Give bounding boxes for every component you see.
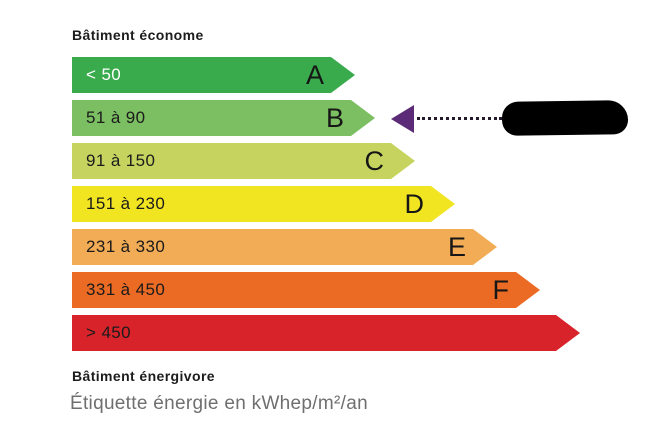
band-letter: F (492, 275, 509, 305)
band-row-c: 91 à 150 C (72, 143, 415, 179)
caption: Étiquette énergie en kWhep/m²/an (70, 393, 368, 414)
band-range: < 50 (86, 65, 122, 84)
band-row-b: 51 à 90 B (72, 100, 375, 136)
band-letter: D (404, 189, 424, 219)
band-row-f: 331 à 450 F (72, 272, 540, 308)
rating-arrow-icon (391, 105, 414, 133)
band-range: 231 à 330 (86, 237, 166, 256)
energy-hungry-building-label: Bâtiment énergivore (72, 368, 215, 384)
band-range: 51 à 90 (86, 108, 146, 127)
band-row-g: > 450 (72, 315, 580, 351)
band-row-e: 231 à 330 E (72, 229, 497, 265)
band-range: > 450 (86, 323, 132, 342)
redacted-value (501, 100, 629, 136)
dotted-connector-line (417, 117, 502, 120)
band-range: 151 à 230 (86, 194, 166, 213)
economical-building-label: Bâtiment économe (72, 27, 204, 43)
band-letter: B (325, 103, 344, 133)
band-row-d: 151 à 230 D (72, 186, 455, 222)
band-letter: E (447, 232, 466, 262)
rating-marker (390, 100, 635, 139)
band-range: 91 à 150 (86, 151, 156, 170)
band-letter: A (305, 60, 324, 90)
band-range: 331 à 450 (86, 280, 166, 299)
band-letter: C (364, 146, 384, 176)
band-row-a: < 50 A (72, 57, 355, 93)
